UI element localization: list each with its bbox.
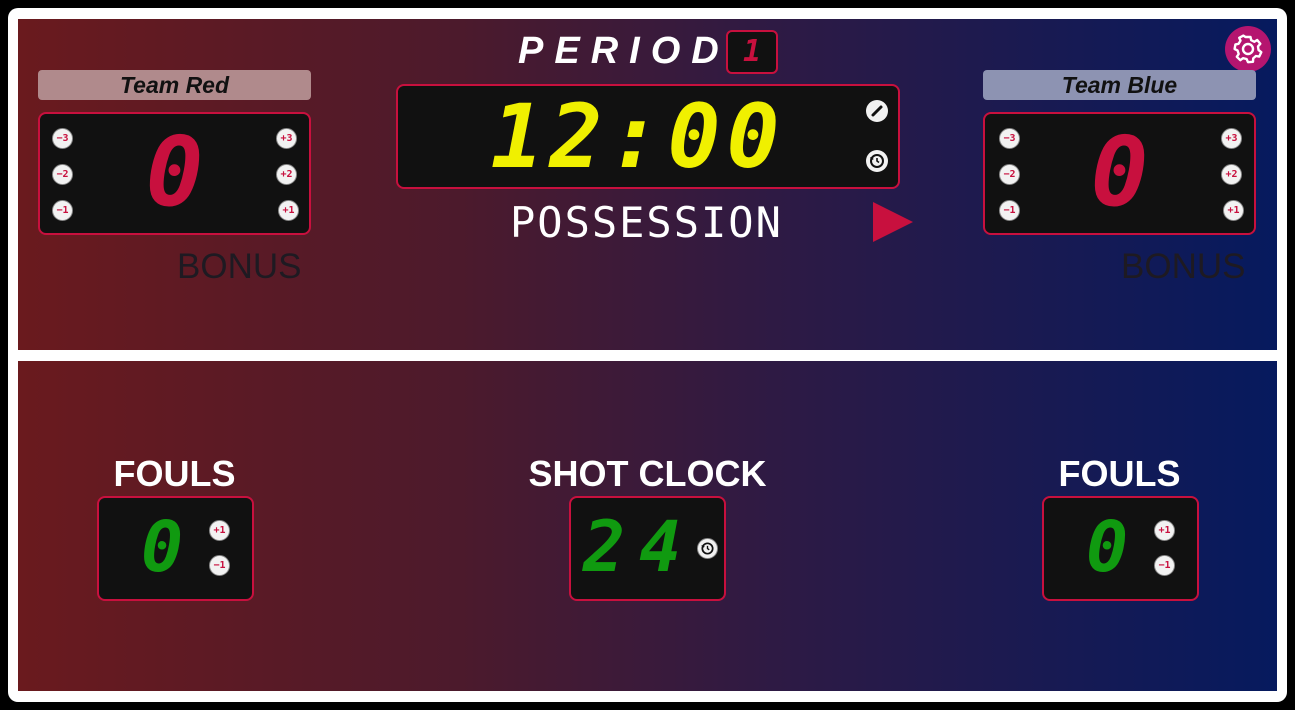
team-blue-plus2-button[interactable]: +2 [1221,164,1242,185]
team-blue-fouls-box: 0 +1 −1 [1042,496,1199,601]
team-red-minus1-button[interactable]: −1 [52,200,73,221]
possession-label: POSSESSION [510,198,783,247]
team-blue-fouls-label: FOULS [1058,453,1181,494]
settings-button[interactable] [1225,26,1271,72]
team-red-fouls-plus-button[interactable]: +1 [209,520,230,541]
team-red-bonus-indicator[interactable]: BONUS [177,247,302,286]
team-red-fouls-value: 0 [141,506,184,588]
team-blue-score-box: 0 −3 −2 −1 +3 +2 +1 [983,112,1256,235]
shot-clock-reset-button[interactable] [697,538,718,559]
play-triangle-icon [873,202,913,242]
gear-icon [1233,34,1263,64]
team-blue-minus3-button[interactable]: −3 [999,128,1020,149]
team-blue-minus1-button[interactable]: −1 [999,200,1020,221]
team-blue-bonus-indicator[interactable]: BONUS [1121,247,1246,286]
team-blue-plus1-button[interactable]: +1 [1223,200,1244,221]
shot-clock-box[interactable]: 24 [569,496,726,601]
team-red-plus2-button[interactable]: +2 [276,164,297,185]
team-red-score-box: 0 −3 −2 −1 +3 +2 +1 [38,112,311,235]
team-red-fouls-box: 0 +1 −1 [97,496,254,601]
game-clock-time: 12:00 [490,85,786,188]
period-display[interactable]: 1 [726,30,778,74]
team-red-plus1-button[interactable]: +1 [278,200,299,221]
team-blue-minus2-button[interactable]: −2 [999,164,1020,185]
team-red-name[interactable]: Team Red [38,70,311,100]
reset-clock-icon [870,154,884,168]
shot-clock-label: SHOT CLOCK [528,453,767,494]
team-blue-fouls-plus-button[interactable]: +1 [1154,520,1175,541]
team-blue-name[interactable]: Team Blue [983,70,1256,100]
team-red-minus3-button[interactable]: −3 [52,128,73,149]
team-blue-fouls-minus-button[interactable]: −1 [1154,555,1175,576]
reset-clock-button[interactable] [866,150,888,172]
team-red-plus3-button[interactable]: +3 [276,128,297,149]
period-label: PERIOD [518,30,730,72]
team-red-fouls-minus-button[interactable]: −1 [209,555,230,576]
possession-arrow-button[interactable] [871,200,915,244]
edit-clock-button[interactable] [866,100,888,122]
shot-clock-value: 24 [583,506,696,588]
team-red-score: 0 [145,116,204,228]
team-blue-plus3-button[interactable]: +3 [1221,128,1242,149]
pencil-icon [871,105,883,117]
team-red-minus2-button[interactable]: −2 [52,164,73,185]
team-red-fouls-label: FOULS [113,453,236,494]
reset-clock-icon [701,542,714,555]
team-blue-score: 0 [1090,116,1149,228]
game-clock-box[interactable]: 12:00 [396,84,900,189]
team-blue-fouls-value: 0 [1086,506,1129,588]
